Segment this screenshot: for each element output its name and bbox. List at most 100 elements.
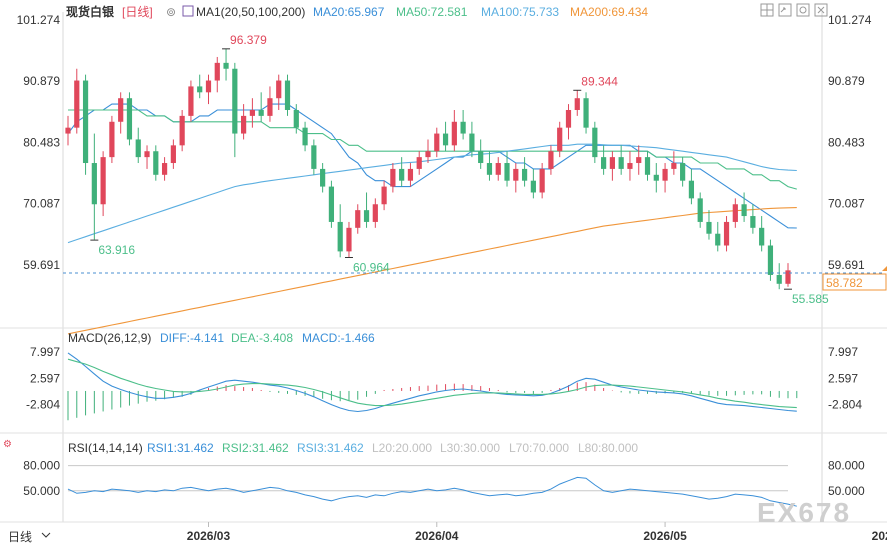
macd-value-label: MACD:-1.466 [302, 331, 375, 345]
candle-body [495, 163, 501, 175]
candle-body [135, 139, 141, 158]
candle-body [539, 168, 545, 193]
price-tick-right: 80.483 [828, 135, 865, 149]
candle-body [671, 163, 677, 169]
candle-body [197, 86, 203, 93]
price-tick-right: 70.087 [828, 197, 865, 211]
watermark: EX678 [757, 497, 851, 528]
rsi-tick-left: 50.000 [23, 484, 60, 498]
macd-tick-left: -2.804 [26, 398, 60, 412]
rsi-tick-left: 80.000 [23, 459, 60, 473]
macd-dea-line [67, 358, 797, 409]
candle-body [715, 233, 721, 246]
extreme-label: 96.379 [230, 33, 267, 47]
candle-body [372, 204, 378, 222]
rsi-l30-label: L30:30.000 [440, 441, 500, 455]
macd-diff-label: DIFF:-4.141 [160, 331, 224, 345]
candle-body [741, 204, 747, 217]
candle-body [100, 157, 106, 205]
candle-body [785, 270, 791, 284]
candle-body [390, 168, 396, 187]
candle-body [706, 221, 712, 234]
ma-line-ma100 [67, 143, 797, 244]
current-price-box [822, 273, 887, 291]
price-tick-right: 101.274 [828, 13, 872, 27]
candle-body [293, 109, 299, 128]
candle-body [416, 157, 422, 169]
candle-body [644, 157, 651, 175]
candle-body [486, 163, 493, 175]
candle-body [557, 127, 563, 152]
extreme-label: 89.344 [581, 74, 618, 88]
candle-body [688, 180, 695, 199]
settings-icon[interactable] [796, 3, 810, 17]
macd-title: MACD(26,12,9) [68, 331, 151, 345]
candle-body [118, 98, 124, 122]
period-button[interactable]: 日线 [8, 530, 32, 544]
candle-body [565, 109, 572, 128]
ma-line-ma50 [68, 109, 797, 190]
rsi1-label: RSI1:31.462 [147, 441, 214, 455]
candle-body [662, 168, 668, 181]
candle-body [767, 245, 774, 275]
candle-body [513, 168, 519, 181]
price-arrow-icon [882, 266, 887, 271]
candle-body [249, 109, 255, 116]
chevron-down-icon[interactable] [41, 532, 51, 538]
candle-body [521, 168, 528, 181]
candle-body [425, 151, 431, 158]
candle-body [653, 174, 659, 181]
settings-circle-icon[interactable]: ⊚ [166, 5, 176, 19]
x-axis-label: 2026/05 [643, 529, 687, 543]
ma-indicator-label: MA1(20,50,100,200) [196, 5, 305, 19]
candle-body [161, 163, 168, 175]
candle-body [363, 210, 370, 222]
candle-body [442, 133, 449, 146]
candle-body [627, 163, 633, 169]
rsi-l80-label: L80:80.000 [578, 441, 638, 455]
x-axis-label: 2026/04 [415, 529, 459, 543]
rsi3-label: RSI3:31.462 [297, 441, 364, 455]
candle-body [460, 121, 466, 134]
candle-body [74, 80, 80, 128]
price-tick-right: 90.879 [828, 74, 865, 88]
rsi-line [67, 476, 797, 507]
candle-body [407, 168, 414, 181]
candle-body [241, 115, 247, 134]
price-tick-left: 59.691 [23, 258, 60, 272]
candle-body [601, 157, 607, 169]
x-axis-label: 2026/06 [872, 529, 887, 543]
close-icon[interactable] [814, 3, 828, 17]
candle-body [548, 151, 554, 169]
extreme-label: 60.964 [353, 260, 390, 274]
candle-body [434, 133, 440, 152]
candle-body [618, 157, 624, 169]
grid-icon[interactable] [760, 3, 774, 17]
rsi2-label: RSI2:31.462 [222, 441, 289, 455]
price-tick-left: 101.274 [17, 13, 61, 27]
indicator-box-icon[interactable] [182, 5, 194, 17]
candle-body [267, 98, 273, 116]
candle-body [609, 157, 615, 169]
candle-body [109, 121, 115, 158]
candle-body [478, 151, 484, 164]
candle-body [680, 163, 686, 181]
macd-tick-left: 2.597 [30, 371, 60, 385]
candle-body [583, 98, 589, 128]
expand-icon[interactable] [778, 3, 792, 17]
rsi-tick-right: 50.000 [828, 484, 865, 498]
candle-body [697, 198, 703, 222]
rsi-settings-icon[interactable]: ⚙ [3, 439, 12, 450]
candle-body [153, 151, 159, 175]
macd-tick-left: 7.997 [30, 345, 60, 359]
candle-body [284, 80, 291, 110]
ma200-label: MA200:69.434 [570, 5, 648, 19]
candle-body [144, 151, 150, 158]
candle-body [320, 168, 326, 187]
candle-body [214, 62, 220, 81]
period-label[interactable]: [日线] [122, 5, 153, 19]
candle-body [223, 62, 229, 69]
macd-tick-right: 2.597 [828, 371, 858, 385]
candle-body [636, 157, 642, 164]
candle-body [205, 80, 212, 93]
